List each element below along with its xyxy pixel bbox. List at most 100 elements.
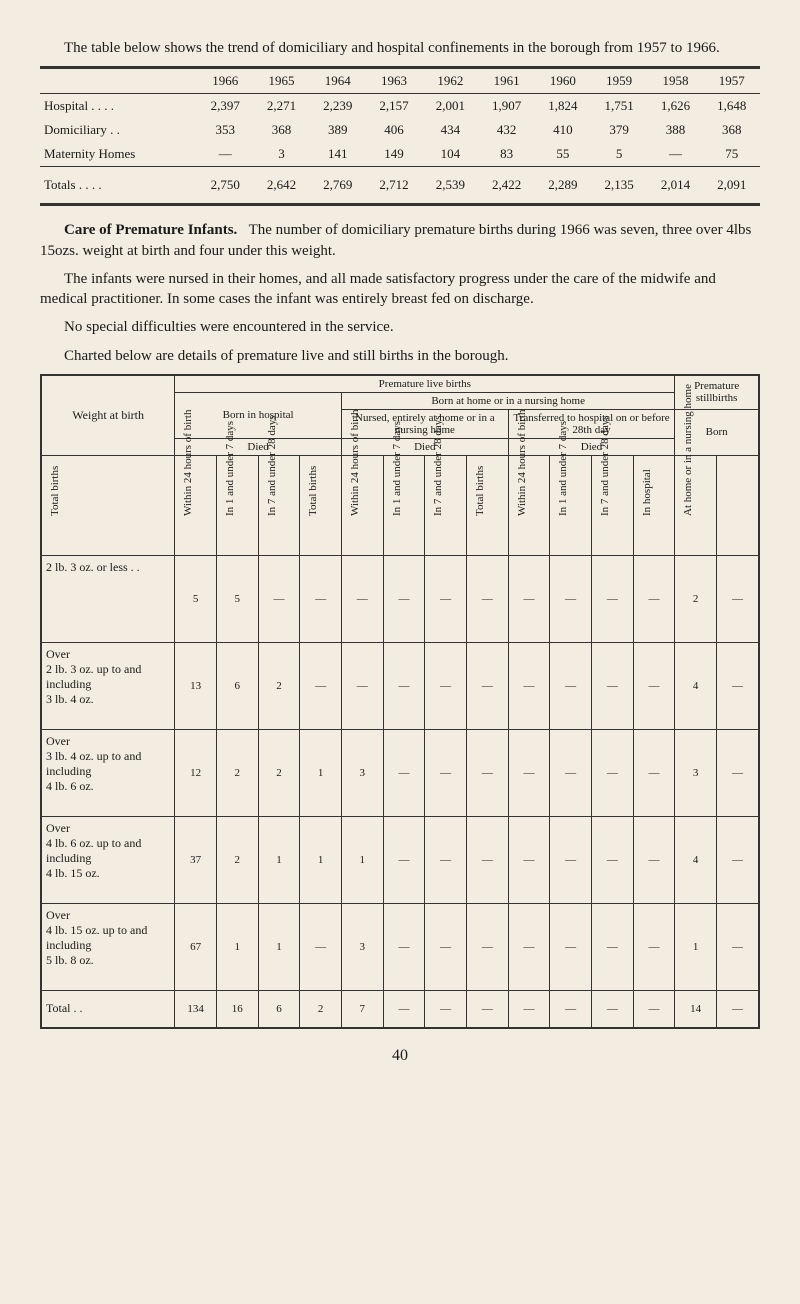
year-header: 1957: [704, 68, 760, 94]
data-cell: —: [550, 990, 592, 1028]
data-cell: —: [383, 816, 425, 903]
nursed-header: Nursed, entirely at home or in a nursing…: [341, 409, 508, 438]
data-cell: 12: [175, 729, 217, 816]
col-within24: Within 24 hours of birth: [175, 455, 217, 555]
weight-label: Over2 lb. 3 oz. up to and including3 lb.…: [41, 642, 175, 729]
data-cell: —: [717, 642, 759, 729]
totals-cell: 2,712: [366, 167, 422, 205]
intro-paragraph-3: The infants were nursed in their homes, …: [40, 269, 760, 310]
totals-cell: 2,750: [197, 167, 253, 205]
totals-cell: 2,422: [478, 167, 534, 205]
totals-cell: 2,289: [535, 167, 591, 205]
blank-header: [40, 68, 197, 94]
data-cell: —: [425, 729, 467, 816]
year-header: 1958: [647, 68, 703, 94]
data-cell: —: [383, 555, 425, 642]
data-cell: —: [383, 729, 425, 816]
data-cell: 141: [310, 142, 366, 167]
data-cell: 1: [258, 903, 300, 990]
data-cell: 4: [675, 816, 717, 903]
data-cell: —: [508, 990, 550, 1028]
col-total: Total births: [41, 455, 175, 555]
data-cell: —: [383, 642, 425, 729]
col-1-7: In 1 and under 7 days: [216, 455, 258, 555]
year-header: 1962: [422, 68, 478, 94]
data-cell: —: [425, 555, 467, 642]
data-cell: 2,157: [366, 94, 422, 119]
data-cell: 379: [591, 118, 647, 142]
data-cell: 2: [675, 555, 717, 642]
weight-label: Over3 lb. 4 oz. up to and including4 lb.…: [41, 729, 175, 816]
data-cell: 6: [258, 990, 300, 1028]
data-cell: 2: [216, 816, 258, 903]
data-cell: 1,626: [647, 94, 703, 119]
totals-cell: 2,091: [704, 167, 760, 205]
col-1-7: In 1 and under 7 days: [550, 455, 592, 555]
col-within24: Within 24 hours of birth: [508, 455, 550, 555]
data-cell: —: [466, 903, 508, 990]
data-cell: 1: [300, 729, 342, 816]
data-cell: —: [633, 642, 675, 729]
data-cell: —: [300, 555, 342, 642]
data-cell: 2: [300, 990, 342, 1028]
weight-label: Over4 lb. 15 oz. up to and including5 lb…: [41, 903, 175, 990]
data-cell: 4: [675, 642, 717, 729]
data-cell: —: [383, 903, 425, 990]
data-cell: —: [383, 990, 425, 1028]
col-total: Total births: [466, 455, 508, 555]
data-cell: —: [466, 642, 508, 729]
col-7-28: In 7 and under 28 days: [425, 455, 467, 555]
data-cell: —: [425, 990, 467, 1028]
died-header: Died: [508, 438, 675, 455]
totals-label: Totals . . . .: [40, 167, 197, 205]
totals-cell: 2,769: [310, 167, 366, 205]
year-header: 1960: [535, 68, 591, 94]
data-cell: 1,751: [591, 94, 647, 119]
data-cell: —: [550, 729, 592, 816]
totals-cell: 2,014: [647, 167, 703, 205]
page-number: 40: [40, 1047, 760, 1065]
data-cell: —: [466, 555, 508, 642]
data-cell: —: [633, 990, 675, 1028]
data-cell: —: [550, 555, 592, 642]
data-cell: —: [508, 555, 550, 642]
data-cell: —: [466, 729, 508, 816]
data-cell: 1,824: [535, 94, 591, 119]
data-cell: 104: [422, 142, 478, 167]
data-cell: 1: [300, 816, 342, 903]
data-cell: —: [508, 729, 550, 816]
data-cell: —: [647, 142, 703, 167]
data-cell: —: [550, 642, 592, 729]
totals-cell: 2,539: [422, 167, 478, 205]
data-cell: —: [717, 729, 759, 816]
data-cell: —: [633, 555, 675, 642]
data-cell: —: [717, 990, 759, 1028]
data-cell: —: [717, 903, 759, 990]
data-cell: 1,648: [704, 94, 760, 119]
col-1-7: In 1 and under 7 days: [383, 455, 425, 555]
data-cell: 368: [704, 118, 760, 142]
col-total: Total births: [300, 455, 342, 555]
data-cell: 13: [175, 642, 217, 729]
data-cell: 5: [216, 555, 258, 642]
intro-paragraph-1: The table below shows the trend of domic…: [40, 38, 760, 58]
year-header: 1961: [478, 68, 534, 94]
data-cell: 2: [216, 729, 258, 816]
premature-births-table: Weight at birth Premature live births Pr…: [40, 374, 760, 1029]
totals-cell: 2,642: [253, 167, 309, 205]
data-cell: 14: [675, 990, 717, 1028]
data-cell: 389: [310, 118, 366, 142]
data-cell: 410: [535, 118, 591, 142]
data-cell: 83: [478, 142, 534, 167]
data-cell: —: [508, 642, 550, 729]
data-cell: —: [341, 642, 383, 729]
data-cell: —: [592, 729, 634, 816]
data-cell: 6: [216, 642, 258, 729]
row-label: Domiciliary . .: [40, 118, 197, 142]
intro-paragraph-2: Care of Premature Infants. The number of…: [40, 220, 760, 261]
col-7-28: In 7 and under 28 days: [592, 455, 634, 555]
data-cell: 3: [341, 903, 383, 990]
totals-cell: 2,135: [591, 167, 647, 205]
col-athome: At home or in a nursing home: [675, 455, 717, 555]
year-header: 1963: [366, 68, 422, 94]
